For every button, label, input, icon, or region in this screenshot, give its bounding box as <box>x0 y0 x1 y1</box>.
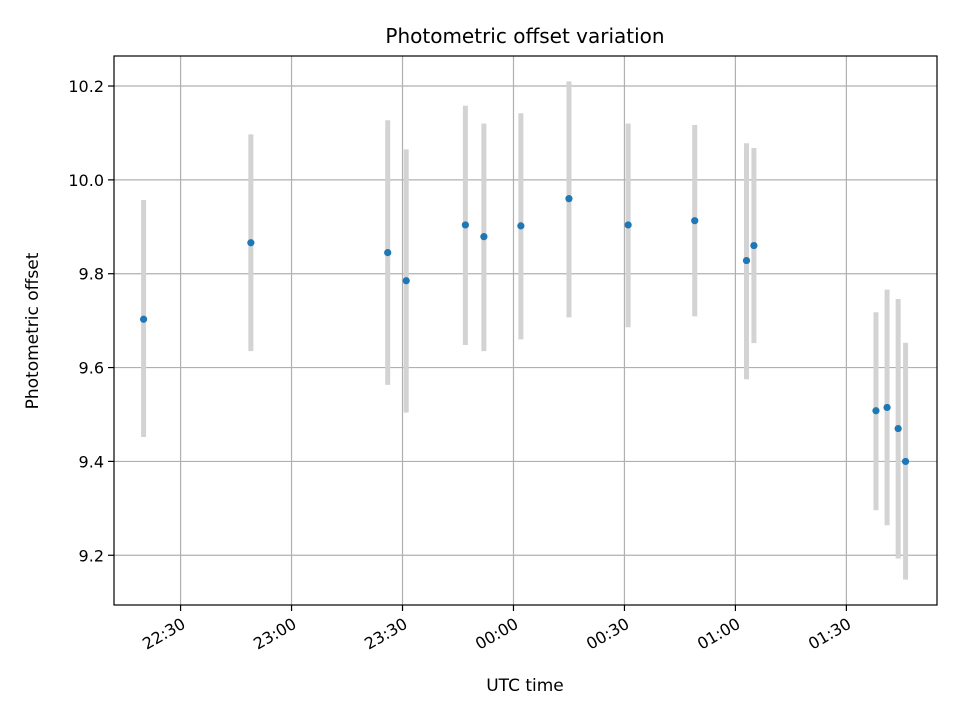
x-tick-label: 23:00 <box>250 614 299 654</box>
y-tick-label: 9.6 <box>79 359 104 378</box>
plot-frame <box>113 55 938 606</box>
data-point <box>480 233 488 241</box>
x-tick-label: 01:00 <box>694 614 743 654</box>
data-point <box>517 222 525 230</box>
y-tick-label: 10.2 <box>68 77 104 96</box>
data-point <box>461 221 469 229</box>
chart-title: Photometric offset variation <box>385 24 664 48</box>
y-axis-label: Photometric offset <box>23 252 43 409</box>
error-bars <box>141 81 909 580</box>
y-axis-ticks: 9.2 9.4 9.6 9.8 10.0 10.2 <box>68 77 114 565</box>
x-tick-label: 22:30 <box>139 614 188 654</box>
y-tick-label: 9.2 <box>79 546 104 565</box>
data-point <box>624 221 632 229</box>
x-tick-label: 23:30 <box>361 614 410 654</box>
data-point <box>750 241 758 250</box>
y-tick-label: 9.8 <box>79 265 104 284</box>
data-point <box>384 249 392 257</box>
y-tick-label: 10.0 <box>68 171 104 190</box>
y-tick-label: 9.4 <box>79 452 104 471</box>
data-point <box>247 239 255 247</box>
data-point <box>894 424 902 433</box>
data-point <box>139 315 148 323</box>
x-axis-label: UTC time <box>486 676 564 696</box>
x-tick-label: 00:00 <box>472 614 521 654</box>
data-point <box>742 256 751 265</box>
data-point <box>565 195 573 203</box>
x-tick-label: 01:30 <box>805 614 854 654</box>
x-tick-label: 00:30 <box>583 614 632 654</box>
data-points <box>139 195 910 466</box>
data-point <box>872 407 880 415</box>
data-point <box>901 457 910 466</box>
x-axis-ticks: 22:30 23:00 23:30 00:00 00:30 01:00 01:30 <box>139 605 854 654</box>
grid-lines <box>114 56 937 605</box>
data-point <box>691 217 699 225</box>
data-point <box>883 403 891 412</box>
data-point <box>402 277 410 285</box>
